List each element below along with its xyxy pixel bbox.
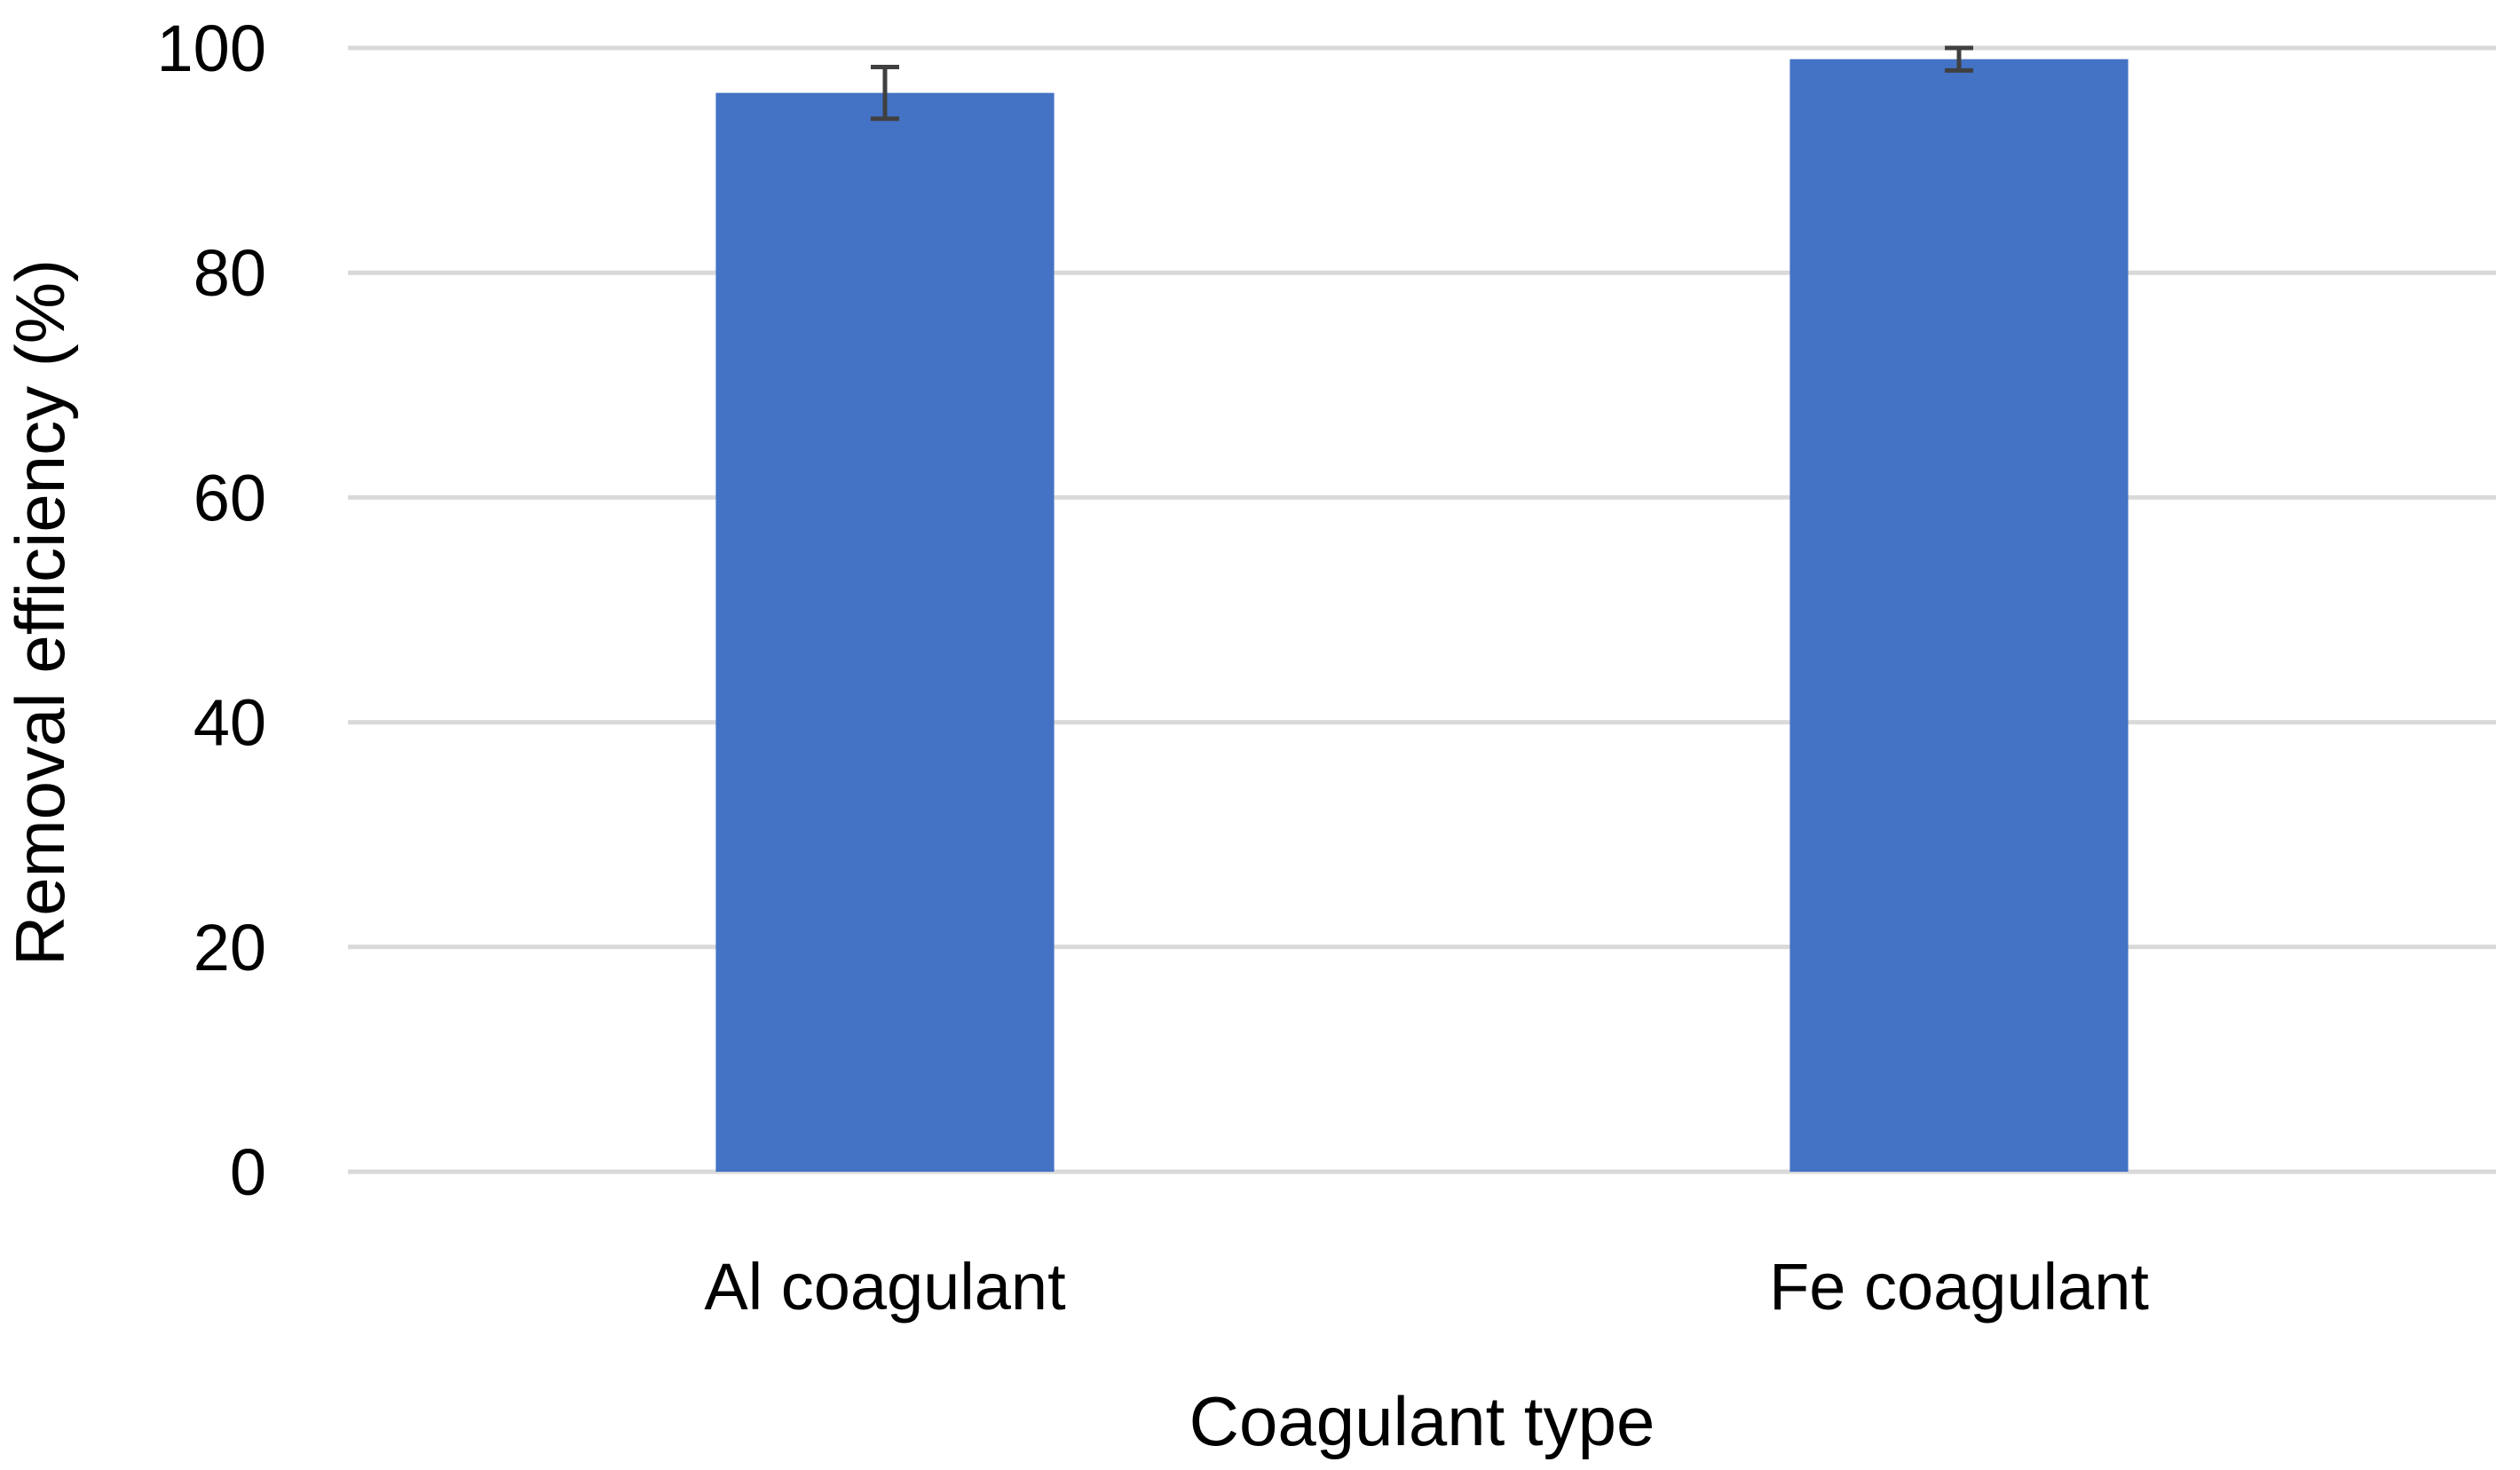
y-axis-title: Removal efficiency (%) <box>1 259 79 966</box>
y-tick-label: 100 <box>157 12 266 85</box>
x-tick-label: Al coagulant <box>704 1250 1066 1324</box>
error-bars <box>871 45 1973 122</box>
y-tick-label: 40 <box>194 686 266 760</box>
y-tick-label: 0 <box>230 1135 266 1209</box>
x-axis-tick-labels: Al coagulant Fe coagulant <box>704 1250 2149 1324</box>
x-tick-label: Fe coagulant <box>1769 1250 2149 1324</box>
x-axis-title: Coagulant type <box>1189 1382 1655 1460</box>
bar <box>715 92 1055 1172</box>
y-tick-label: 80 <box>194 236 266 310</box>
y-tick-label: 60 <box>194 461 266 534</box>
bar <box>1789 59 2129 1172</box>
y-axis-tick-labels: 0 20 40 60 80 100 <box>157 12 266 1209</box>
bar-series <box>715 59 2129 1172</box>
y-tick-label: 20 <box>194 911 266 984</box>
gridlines <box>348 45 2496 1174</box>
